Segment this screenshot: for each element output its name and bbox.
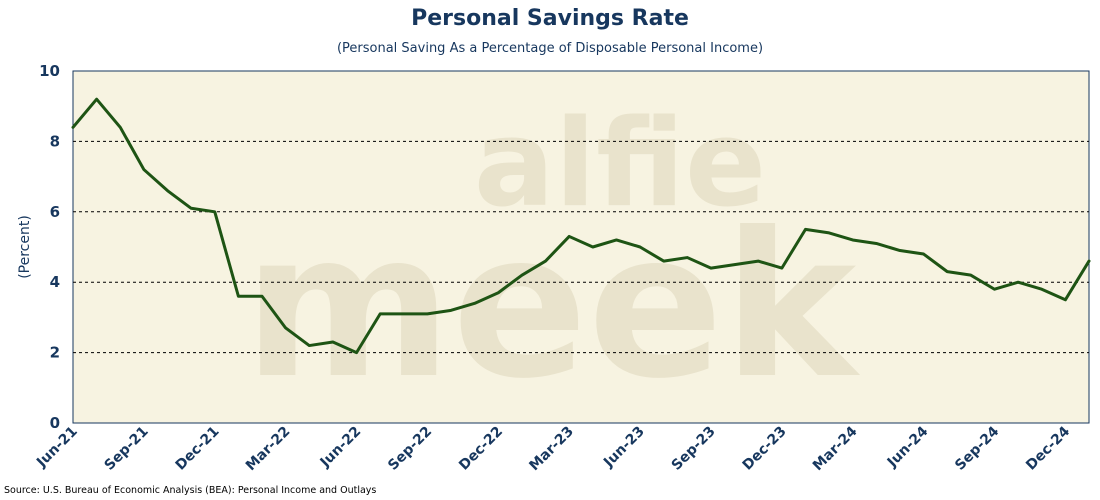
series-line — [71, 97, 1091, 355]
y-axis-label: (Percent) — [17, 215, 33, 279]
x-tick-label: Dec-22 — [456, 424, 506, 474]
x-tick-label: Dec-24 — [1023, 423, 1073, 473]
x-tick-label: Mar-22 — [243, 424, 294, 475]
y-tick-label: 2 — [50, 344, 60, 362]
y-axis-ticks: 0 2 4 6 8 10 — [39, 62, 60, 432]
x-tick-label: Jun-22 — [317, 424, 365, 472]
x-tick-label: Dec-23 — [740, 424, 790, 474]
x-tick-label: Sep-21 — [102, 424, 152, 474]
y-tick-label: 4 — [50, 273, 60, 291]
x-tick-label: Sep-23 — [669, 424, 719, 474]
source-note: Source: U.S. Bureau of Economic Analysis… — [4, 485, 377, 496]
x-tick-label: Mar-24 — [810, 423, 861, 474]
x-tick-label: Dec-21 — [173, 424, 223, 474]
x-tick-label: Mar-23 — [526, 424, 577, 475]
gridlines — [73, 140, 1089, 354]
y-tick-label: 10 — [39, 62, 60, 80]
y-tick-label: 6 — [50, 203, 60, 221]
x-tick-label: Sep-22 — [385, 424, 435, 474]
watermark-logo: alfie meek — [244, 95, 861, 423]
x-tick-label: Sep-24 — [952, 423, 1002, 473]
y-tick-label: 8 — [50, 132, 60, 150]
plot-area — [72, 70, 1090, 424]
watermark-line1: alfie — [474, 95, 766, 234]
x-tick-label: Jun-24 — [884, 423, 932, 471]
chart-title: Personal Savings Rate — [411, 6, 689, 31]
x-tick-label: Jun-23 — [600, 424, 648, 472]
y-tick-label: 0 — [50, 414, 60, 432]
chart-subtitle: (Personal Saving As a Percentage of Disp… — [336, 41, 764, 56]
x-axis-ticks: Jun-21 Sep-21 Dec-21 Mar-22 Jun-22 Sep-22 Dec-… — [33, 423, 1073, 474]
watermark-line2: meek — [244, 190, 861, 423]
